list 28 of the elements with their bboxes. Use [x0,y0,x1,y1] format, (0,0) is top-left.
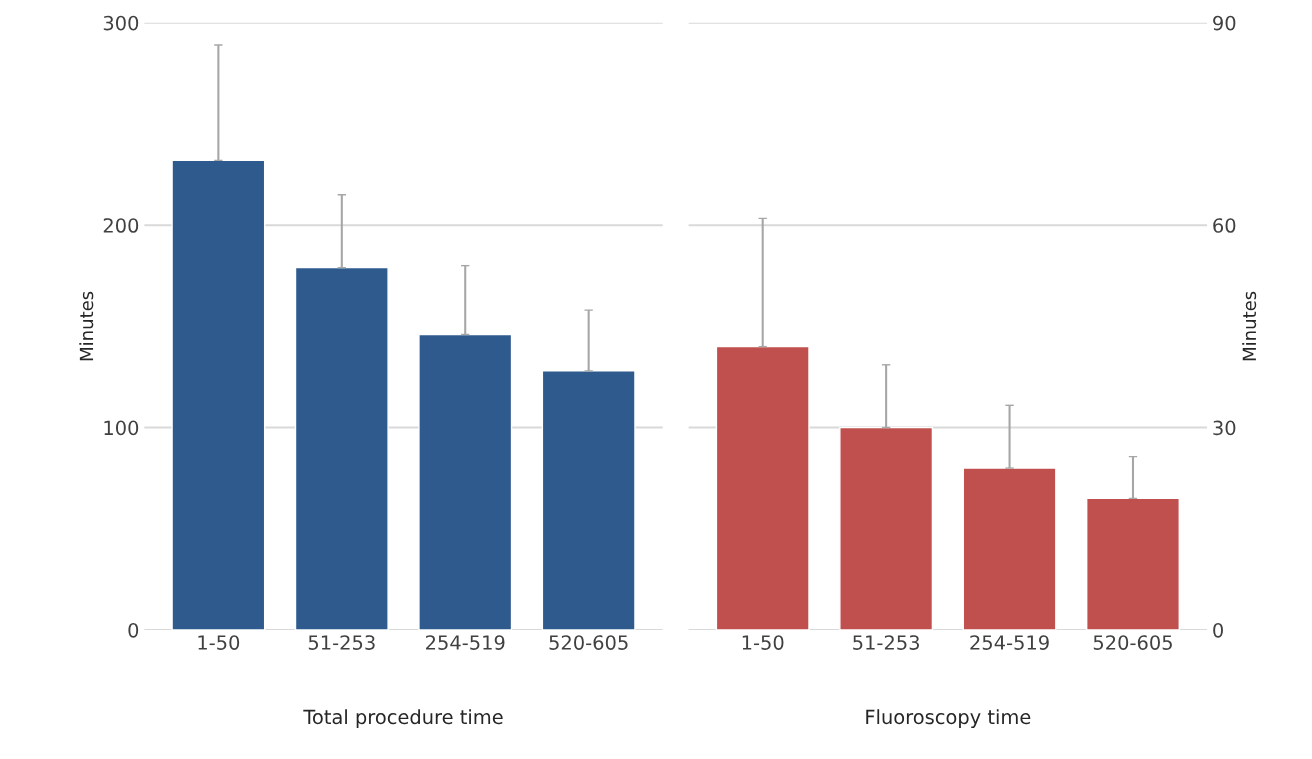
x-tick-label: 254-519 [426,635,505,650]
y-axis-title: Minutes [79,291,94,361]
x-axis-title: Total procedure time [303,709,503,729]
y2-tick-label: 30 [1213,420,1236,436]
y-tick-label: 300 [103,15,139,31]
x-axis-title: Fluoroscopy time [866,709,1031,729]
bar [715,345,810,630]
y2-tick-label: 60 [1213,218,1236,233]
x-tick-label: 520-605 [1093,635,1172,650]
x-tick-label: 254-519 [970,635,1049,650]
x-tick-label: 51-253 [308,635,375,650]
bar [541,370,636,630]
bar [171,159,266,630]
x-tick-label: 520-605 [549,635,628,650]
y-tick-label: 100 [104,420,139,436]
y2-axis-title: Minutes [1242,291,1257,361]
bar [294,266,389,630]
x-tick-label: 51-253 [853,635,919,650]
bar [839,426,934,630]
y-tick-label: 0 [128,622,139,638]
y2-tick-label: 90 [1213,15,1236,31]
x-tick-label: 1-50 [742,635,784,650]
bar [962,467,1057,630]
bar [1086,497,1180,630]
x-tick-label: 1-50 [198,635,240,650]
bar [418,333,513,630]
y-tick-label: 200 [103,218,139,233]
y2-tick-label: 0 [1213,622,1223,638]
